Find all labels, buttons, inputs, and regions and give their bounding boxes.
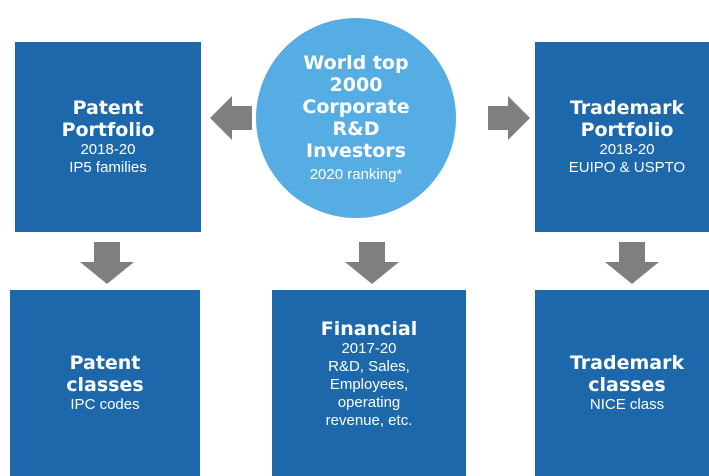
node-detail: Employees,	[329, 376, 409, 393]
node-detail: R&D, Sales,	[328, 358, 410, 375]
node-title: Investors	[306, 140, 406, 162]
node: Patent Portfolio 2018-20 IP5 families	[15, 42, 201, 232]
node-detail: 2017-20	[341, 340, 397, 357]
node-title: Trademark	[569, 97, 685, 119]
node-detail: IP5 families	[69, 159, 147, 176]
node-title: Portfolio	[61, 119, 155, 141]
node-detail: 2020 ranking*	[309, 166, 403, 183]
node-detail: NICE class	[589, 396, 665, 413]
node-title: Portfolio	[580, 119, 674, 141]
node-detail: 2018-20	[599, 141, 655, 158]
node-detail: revenue, etc.	[325, 412, 413, 429]
node-title: classes	[66, 374, 144, 396]
arrow-right	[488, 96, 530, 140]
node-title: Patent	[72, 97, 144, 119]
node: Financial 2017-20 R&D, Sales, Employees, ope…	[272, 290, 466, 476]
arrow-down	[605, 242, 659, 284]
arrow-left	[210, 96, 252, 140]
node-title: Trademark	[569, 352, 685, 374]
node-title: classes	[588, 374, 666, 396]
node: Trademark classes NICE class	[535, 290, 709, 476]
node-detail: 2018-20	[80, 141, 136, 158]
node-circle: World top 2000 Corporate R&D Investors 2020 r…	[256, 18, 456, 218]
node: Trademark Portfolio 2018-20 EUIPO & USPTO	[535, 42, 709, 232]
node-title: Patent	[69, 352, 141, 374]
node-title: World top	[303, 52, 409, 74]
node-title: Corporate	[302, 96, 410, 118]
node: Patent classes IPC codes	[10, 290, 200, 476]
arrow-down	[80, 242, 134, 284]
node-detail: operating	[337, 394, 401, 411]
node-title: R&D	[332, 118, 380, 140]
arrow-down	[345, 242, 399, 284]
node-title: 2000	[329, 74, 383, 96]
node-detail: IPC codes	[70, 396, 140, 413]
node-detail: EUIPO & USPTO	[568, 159, 686, 176]
node-title: Financial	[320, 318, 418, 340]
